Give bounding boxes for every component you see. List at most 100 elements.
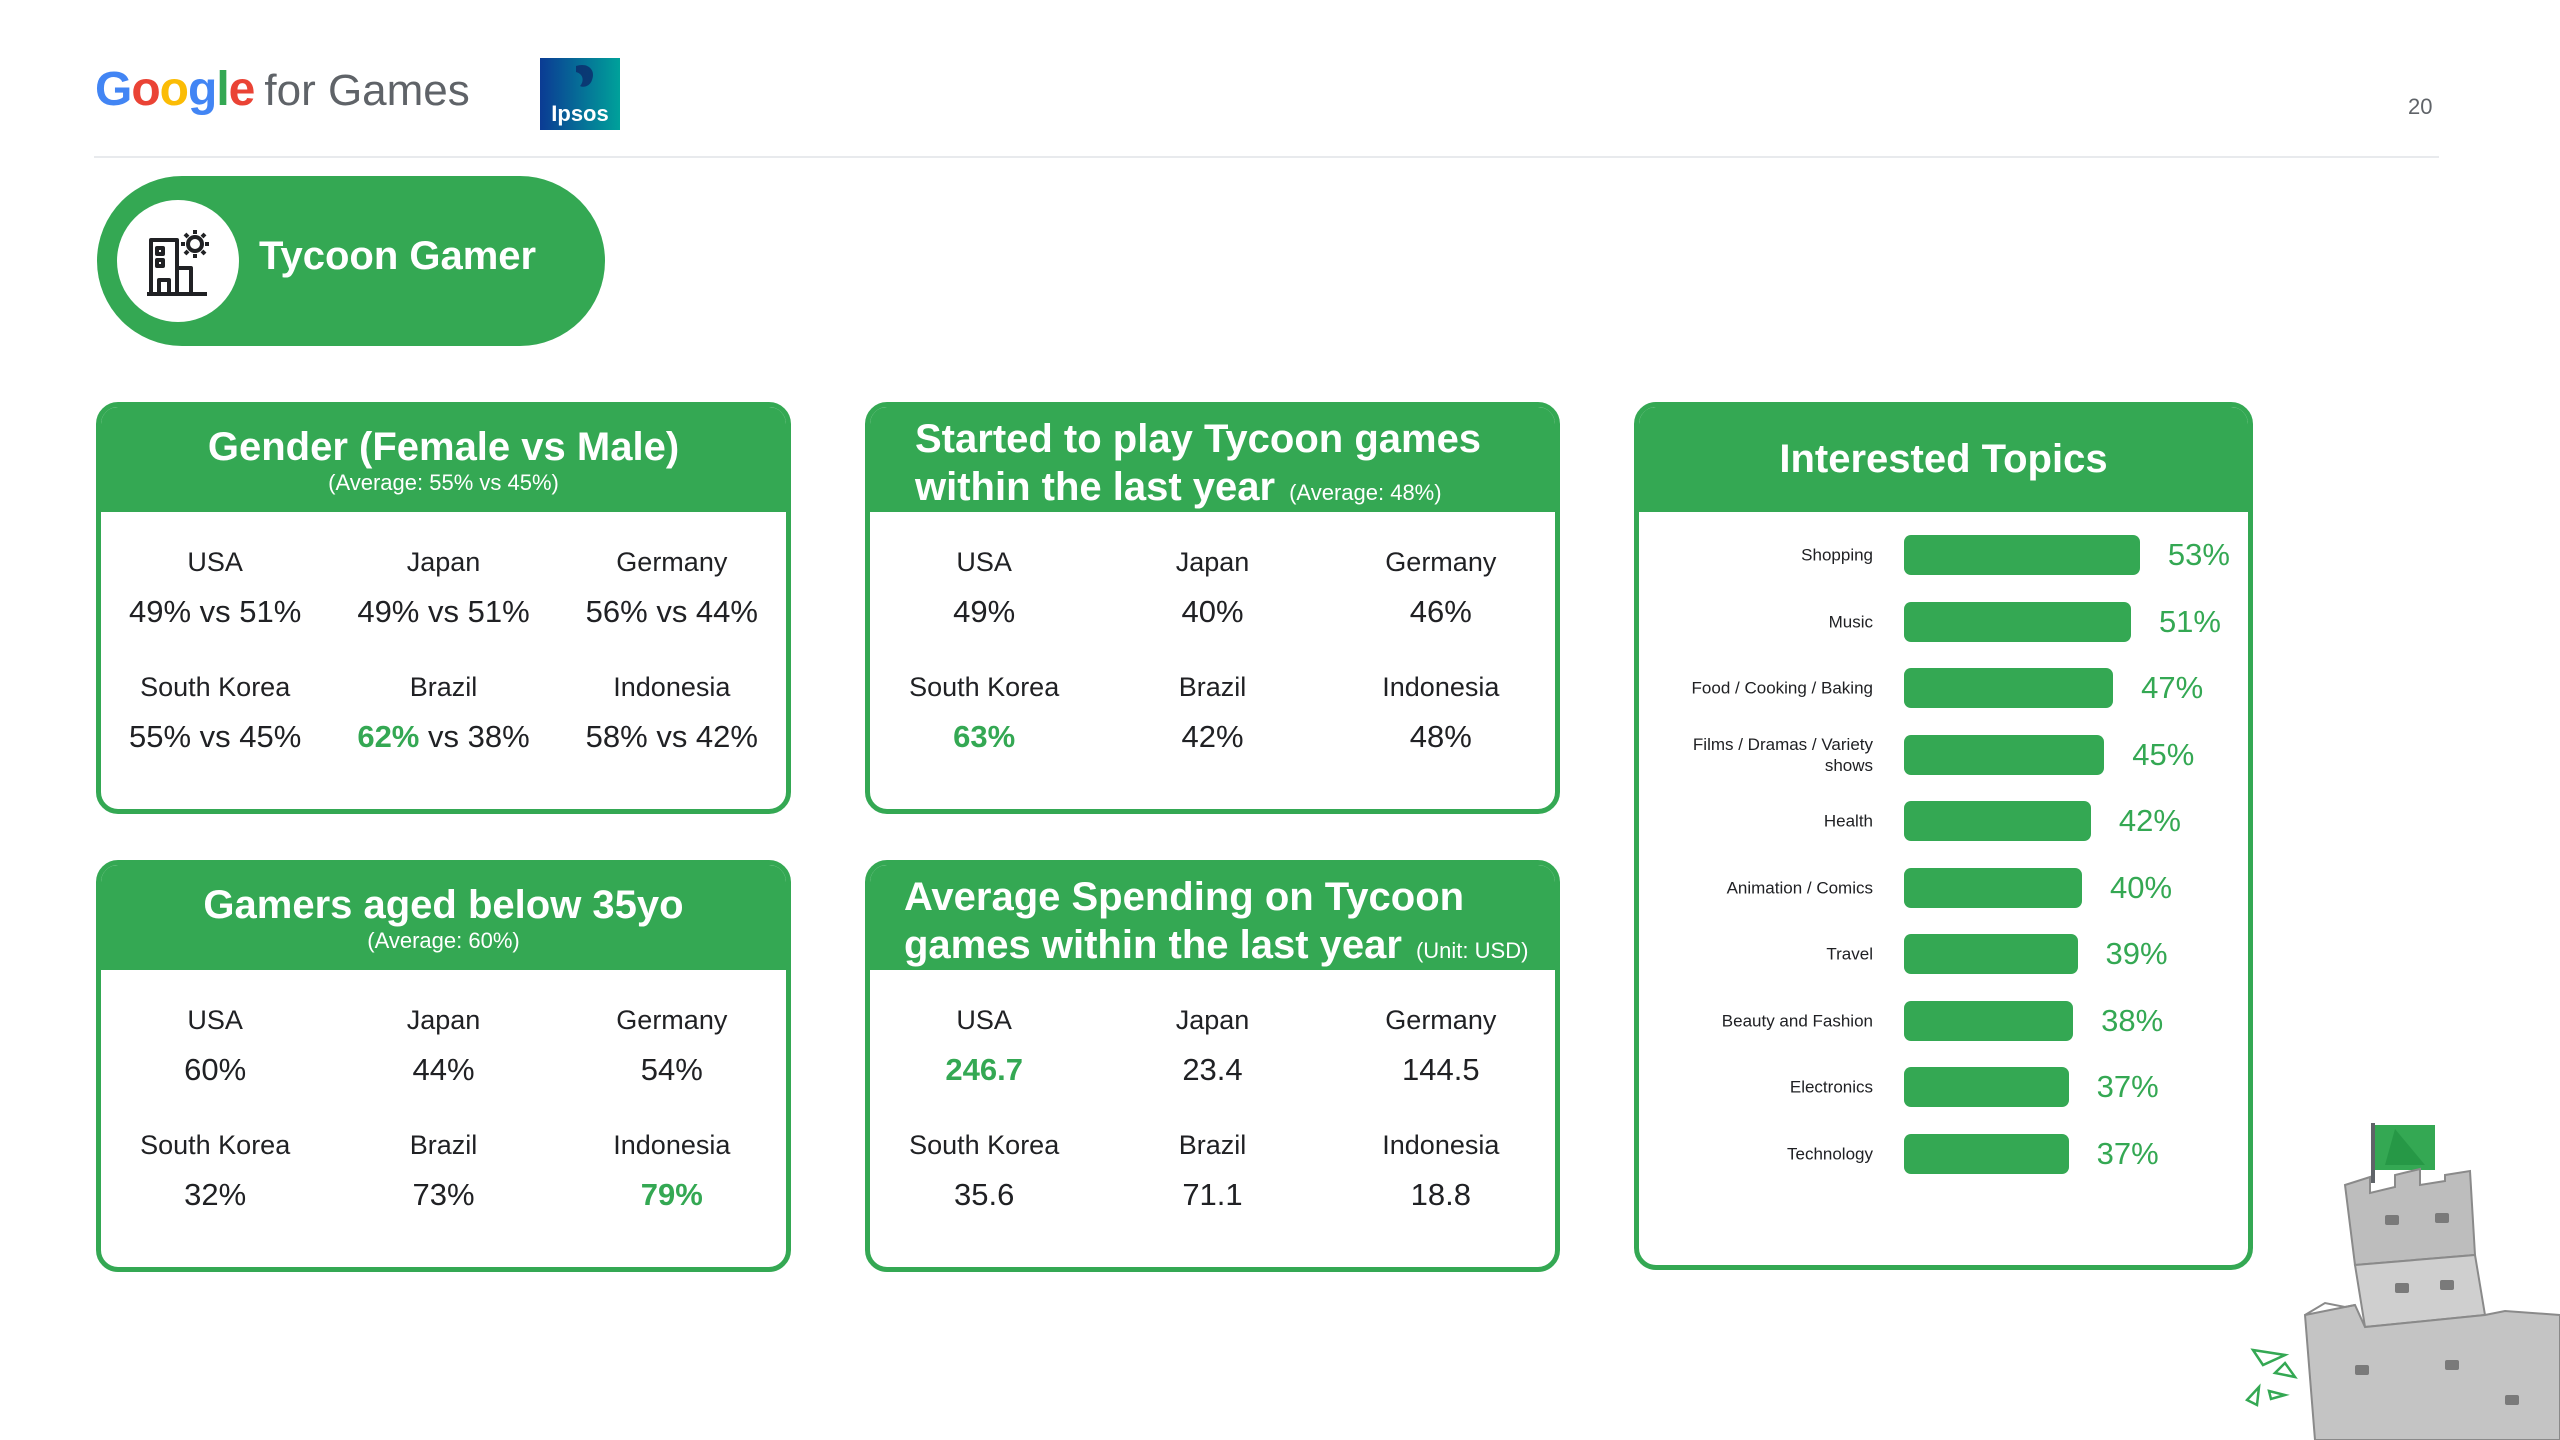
topic-label: Beauty and Fashion — [1721, 1011, 1873, 1030]
topic-label: Shopping — [1801, 545, 1873, 565]
spending-cell-japan: Japan 23.4 — [1098, 995, 1326, 1120]
topic-label: Travel — [1826, 944, 1873, 964]
topic-bar — [1904, 801, 2091, 841]
country-label: Germany — [1385, 1005, 1497, 1035]
started-playing-card: Started to play Tycoon games within the … — [865, 402, 1560, 814]
topic-bar — [1904, 934, 2078, 974]
country-label: Brazil — [409, 1130, 478, 1160]
topic-label: Animation / Comics — [1726, 878, 1873, 897]
topic-row: Food / Cooking / Baking 47% — [1639, 663, 2248, 713]
age-grid: USA 60% Japan 44% Germany 54% South Kore… — [101, 995, 786, 1245]
country-label: South Korea — [140, 1130, 291, 1160]
topic-bar — [1904, 734, 2105, 775]
spending-value: 23.4 — [1182, 1052, 1243, 1087]
country-label: Brazil — [1178, 672, 1247, 702]
spending-row: USA 246.7 Japan 23.4 Germany 144.5 — [870, 995, 1555, 1120]
age-cell-brazil: Brazil 73% — [329, 1120, 557, 1245]
topic-bar — [1904, 601, 2131, 642]
country-label: Japan — [406, 547, 481, 577]
topic-row: Music 51% — [1639, 597, 2248, 647]
topic-row: Animation / Comics 40% — [1639, 863, 2248, 913]
country-label: Indonesia — [613, 672, 731, 702]
gender-value: 58% vs 42% — [585, 719, 758, 754]
topic-label: Music — [1828, 612, 1873, 631]
header-divider — [94, 156, 2439, 158]
topic-row: Technology 37% — [1639, 1129, 2248, 1179]
started-cell-south-korea: South Korea 63% — [870, 662, 1098, 787]
topics-card-header: Interested Topics — [1639, 407, 2248, 512]
topic-row: Electronics 37% — [1639, 1062, 2248, 1112]
persona-badge: Tycoon Gamer — [97, 176, 605, 346]
age-value: 60% — [184, 1052, 247, 1087]
gender-cell-japan: Japan 49% vs 51% — [329, 537, 557, 662]
started-row: USA 49% Japan 40% Germany 46% — [870, 537, 1555, 662]
spending-cell-brazil: Brazil 71.1 — [1098, 1120, 1326, 1245]
spending-card-title-line2: games within the last year — [904, 923, 1402, 967]
country-label: Brazil — [1178, 1130, 1247, 1160]
topic-row: Health 42% — [1639, 796, 2248, 846]
spending-cell-indonesia: Indonesia 18.8 — [1327, 1120, 1555, 1245]
age-card: Gamers aged below 35yo (Average: 60%) US… — [96, 860, 791, 1272]
castle-illustration — [2245, 1123, 2560, 1440]
country-label: Indonesia — [1382, 1130, 1500, 1160]
country-label: Japan — [1175, 547, 1250, 577]
gender-card-title: Gender (Female vs Male) — [207, 425, 680, 469]
topic-bar — [1904, 668, 2114, 708]
spending-cell-usa: USA 246.7 — [870, 995, 1098, 1120]
country-label: Indonesia — [613, 1130, 731, 1160]
gender-value: 56% vs 44% — [585, 594, 758, 629]
topic-bar — [1904, 1067, 2069, 1107]
castle-tower — [2303, 1167, 2560, 1440]
gender-row: South Korea 55% vs 45% Brazil 62% vs 38%… — [101, 662, 786, 787]
interested-topics-card: Interested Topics Shopping 53% Music 51% Foo… — [1634, 402, 2253, 1270]
topic-bar — [1904, 1133, 2069, 1174]
country-label: USA — [956, 1005, 1012, 1035]
castle-windows — [2355, 1213, 2519, 1405]
gender-cell-south-korea: South Korea 55% vs 45% — [101, 662, 329, 787]
topic-value-label: 40% — [2110, 869, 2173, 905]
started-card-title-line1: Started to play Tycoon games — [915, 417, 1482, 461]
started-cell-japan: Japan 40% — [1098, 537, 1326, 662]
topic-row: Shopping 53% — [1639, 530, 2248, 580]
gender-value: 62% vs 38% — [329, 712, 557, 762]
spending-value: 71.1 — [1182, 1177, 1243, 1212]
paper-plane-decor — [2245, 1348, 2298, 1407]
age-row: South Korea 32% Brazil 73% Indonesia 79% — [101, 1120, 786, 1245]
topic-bar — [1904, 535, 2140, 575]
country-label: Indonesia — [1382, 672, 1500, 702]
persona-title: Tycoon Gamer — [259, 234, 537, 278]
topic-label: Technology — [1786, 1144, 1873, 1163]
age-cell-japan: Japan 44% — [329, 995, 557, 1120]
topic-value-label: 45% — [2132, 736, 2195, 772]
topic-label: Films / Dramas / Variety shows — [1692, 734, 1873, 775]
google-wordmark: Google — [95, 63, 255, 116]
topic-value-label: 53% — [2167, 537, 2230, 572]
started-cell-brazil: Brazil 42% — [1098, 662, 1326, 787]
age-value: 32% — [184, 1177, 247, 1212]
age-cell-south-korea: South Korea 32% — [101, 1120, 329, 1245]
topic-value-label: 38% — [2101, 1002, 2164, 1038]
age-row: USA 60% Japan 44% Germany 54% — [101, 995, 786, 1120]
spending-cell-south-korea: South Korea 35.6 — [870, 1120, 1098, 1245]
age-value: 54% — [640, 1052, 703, 1087]
gender-value: 49% vs 51% — [129, 594, 302, 629]
started-grid: USA 49% Japan 40% Germany 46% South Kore… — [870, 537, 1555, 787]
country-label: USA — [956, 547, 1012, 577]
gender-cell-brazil: Brazil 62% vs 38% — [329, 662, 557, 787]
topic-value-label: 51% — [2158, 603, 2221, 639]
gender-card-subtitle: (Average: 55% vs 45%) — [328, 470, 559, 495]
spending-card-header: Average Spending on Tycoon games within … — [870, 865, 1555, 970]
topic-label: Food / Cooking / Baking — [1691, 678, 1873, 698]
country-label: USA — [187, 1005, 243, 1035]
persona-icon-circle — [117, 200, 239, 322]
spending-value: 35.6 — [953, 1177, 1015, 1212]
gender-row: USA 49% vs 51% Japan 49% vs 51% Germany … — [101, 537, 786, 662]
country-label: South Korea — [909, 1130, 1060, 1160]
country-label: Germany — [616, 547, 728, 577]
spending-card-title-line1: Average Spending on Tycoon — [904, 875, 1465, 919]
highlight-value: 62% — [357, 719, 420, 754]
gender-cell-usa: USA 49% vs 51% — [101, 537, 329, 662]
started-value: 42% — [1181, 719, 1244, 754]
country-label: Japan — [406, 1005, 481, 1035]
gender-value: 49% vs 51% — [357, 594, 530, 629]
